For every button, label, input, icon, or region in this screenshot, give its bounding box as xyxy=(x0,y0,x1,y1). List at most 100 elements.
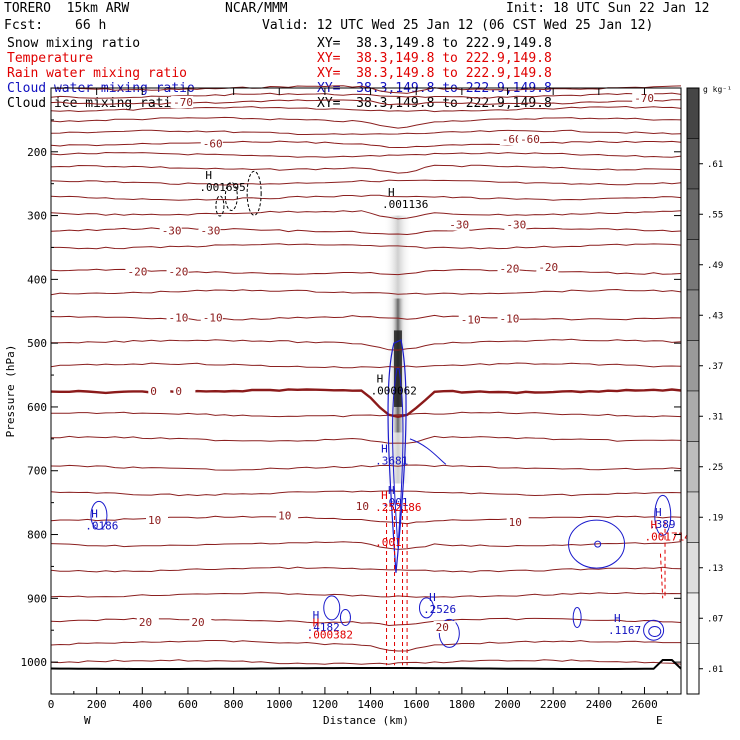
isotherm-label: -20 xyxy=(538,261,558,274)
isotherm-label-bg xyxy=(536,261,559,274)
cloud-water-contour xyxy=(339,608,351,626)
isotherm-label-bg xyxy=(447,218,470,231)
x-tick-label: 0 xyxy=(48,698,55,711)
extremum-marker: H xyxy=(313,609,320,622)
colorbar-label: .07 xyxy=(707,614,723,624)
cloud-water-contour xyxy=(654,494,672,536)
colorbar: g kg⁻¹ .61 .55 .49 .43 .37 .31 .25 .19 .13 .07 .01 xyxy=(686,85,732,695)
x-tick-label: 1000 xyxy=(266,698,293,711)
extremum-value: .252186 xyxy=(375,501,421,514)
terrain-line xyxy=(50,659,682,670)
isotherm-label: -10 xyxy=(203,312,223,325)
isotherm-label: 20 xyxy=(139,616,152,629)
extremum-marker: H xyxy=(91,508,98,521)
cloud-water-contour xyxy=(643,619,665,641)
colorbar-segment xyxy=(686,138,700,190)
isotherm-label-bg xyxy=(497,312,520,325)
y-tick-label: 700 xyxy=(27,465,47,478)
colorbar-label: .25 xyxy=(707,463,723,473)
isotherm-label: -60 xyxy=(502,133,522,146)
colorbar-segment xyxy=(686,188,700,240)
extremum-marker: H xyxy=(205,169,212,182)
isotherm-label-bg xyxy=(171,96,194,109)
cloud-water-core xyxy=(387,339,407,573)
field-xy-rain: XY= 38.3,149.8 to 222.9,149.8 xyxy=(317,66,552,81)
isotherm-thin xyxy=(50,640,681,652)
isotherm-thin xyxy=(50,151,682,158)
x-tick-label: 1800 xyxy=(449,698,476,711)
x-tick-label: 2000 xyxy=(494,698,521,711)
isotherm-10 xyxy=(50,515,682,525)
isotherm-thin xyxy=(50,116,682,129)
extremum-value: .1167 xyxy=(608,624,641,637)
extremum-marker: H xyxy=(381,442,388,455)
fcst-label: Fcst: xyxy=(4,18,44,33)
isotherm-label-bg xyxy=(189,615,212,628)
terrain-layer xyxy=(50,659,682,670)
colorbar-label: .43 xyxy=(707,311,723,321)
isotherm-label: -10 xyxy=(500,312,520,325)
axes: 0 200 400 600 800 1000 1200 1400 1600 1800 2000 220… xyxy=(4,87,682,727)
extremum-value: .000062 xyxy=(371,384,417,397)
snow-contour xyxy=(215,195,225,217)
y-tick-label: 200 xyxy=(27,146,47,159)
extremum-marker: H xyxy=(650,518,657,531)
isotherm-thin xyxy=(50,435,682,444)
x-axis-label: Distance (km) xyxy=(323,714,409,727)
isotherm-thin xyxy=(50,179,682,186)
colorbar-segment xyxy=(686,592,700,644)
cloud-water-contour xyxy=(594,540,602,548)
isotherm-thin xyxy=(50,85,682,94)
y-tick-label: 800 xyxy=(27,529,47,542)
west-label: W xyxy=(84,714,91,727)
extremum-marker: H xyxy=(381,489,388,502)
colorbar-label: .61 xyxy=(707,160,723,170)
field-label-cloud-ice: Cloud ice mixing ratio xyxy=(7,96,180,111)
colorbar-unit: g kg⁻¹ xyxy=(703,85,732,94)
extremum-value: .001136 xyxy=(382,198,428,211)
isotherm-label-bg xyxy=(198,224,221,237)
x-tick-label: 1600 xyxy=(403,698,430,711)
model-title: TORERO 15km ARW xyxy=(4,1,130,16)
cloud-water-contour xyxy=(572,606,582,628)
field-xy-temperature: XY= 38.3,149.8 to 222.9,149.8 xyxy=(317,51,552,66)
isotherm-label: -70 xyxy=(634,92,654,105)
colorbar-segment xyxy=(686,289,700,341)
isotherm-thin xyxy=(50,464,682,471)
field-label-rain: Rain water mixing ratio xyxy=(7,66,188,81)
x-tick-label: 200 xyxy=(87,698,107,711)
isotherm-label-bg xyxy=(136,615,159,628)
isotherm-label: -30 xyxy=(201,224,221,237)
isotherm--60 xyxy=(50,140,682,149)
isotherm-label: 10 xyxy=(356,500,369,513)
isotherm-label: -10 xyxy=(461,314,481,327)
x-tick-label: 400 xyxy=(132,698,152,711)
valid-time: Valid: 12 UTC Wed 25 Jan 12 (06 CST Wed … xyxy=(262,18,654,33)
extremum-marker: H xyxy=(429,591,436,604)
y-tick-label: 900 xyxy=(27,592,47,605)
isotherm-layer xyxy=(50,85,682,665)
field-label-snow: Snow mixing ratio xyxy=(7,36,141,51)
extremum-value: .001714 xyxy=(644,530,691,543)
colorbar-label: .01 xyxy=(707,665,723,675)
isotherm-label: -60 xyxy=(203,137,223,150)
extremum-value: .001 xyxy=(382,496,409,509)
extremum-value: .0186 xyxy=(85,520,118,533)
contour-labels: -70 -70-60 -60-60-30 -30 -30 -30-20 -20 -20 -20-… xyxy=(85,92,691,642)
isotherm-label-bg xyxy=(173,385,196,397)
init-time: Init: 18 UTC Sun 22 Jan 12 xyxy=(506,1,710,16)
isotherm-label-bg xyxy=(200,137,223,150)
colorbar-frame xyxy=(686,87,700,695)
isotherm-label: -60 xyxy=(520,133,540,146)
colorbar-label: .55 xyxy=(707,210,723,220)
isotherm-label: 20 xyxy=(436,621,449,634)
y-tick-label: 1000 xyxy=(21,656,48,669)
x-tick-label: 2600 xyxy=(631,698,658,711)
extremum-value: .2526 xyxy=(423,603,456,616)
isotherm-label-bg xyxy=(166,311,189,324)
isotherm-thin xyxy=(51,243,682,250)
isotherm-label: -30 xyxy=(506,219,526,232)
isotherm-label: 20 xyxy=(191,616,204,629)
isotherm-thin xyxy=(50,592,682,598)
